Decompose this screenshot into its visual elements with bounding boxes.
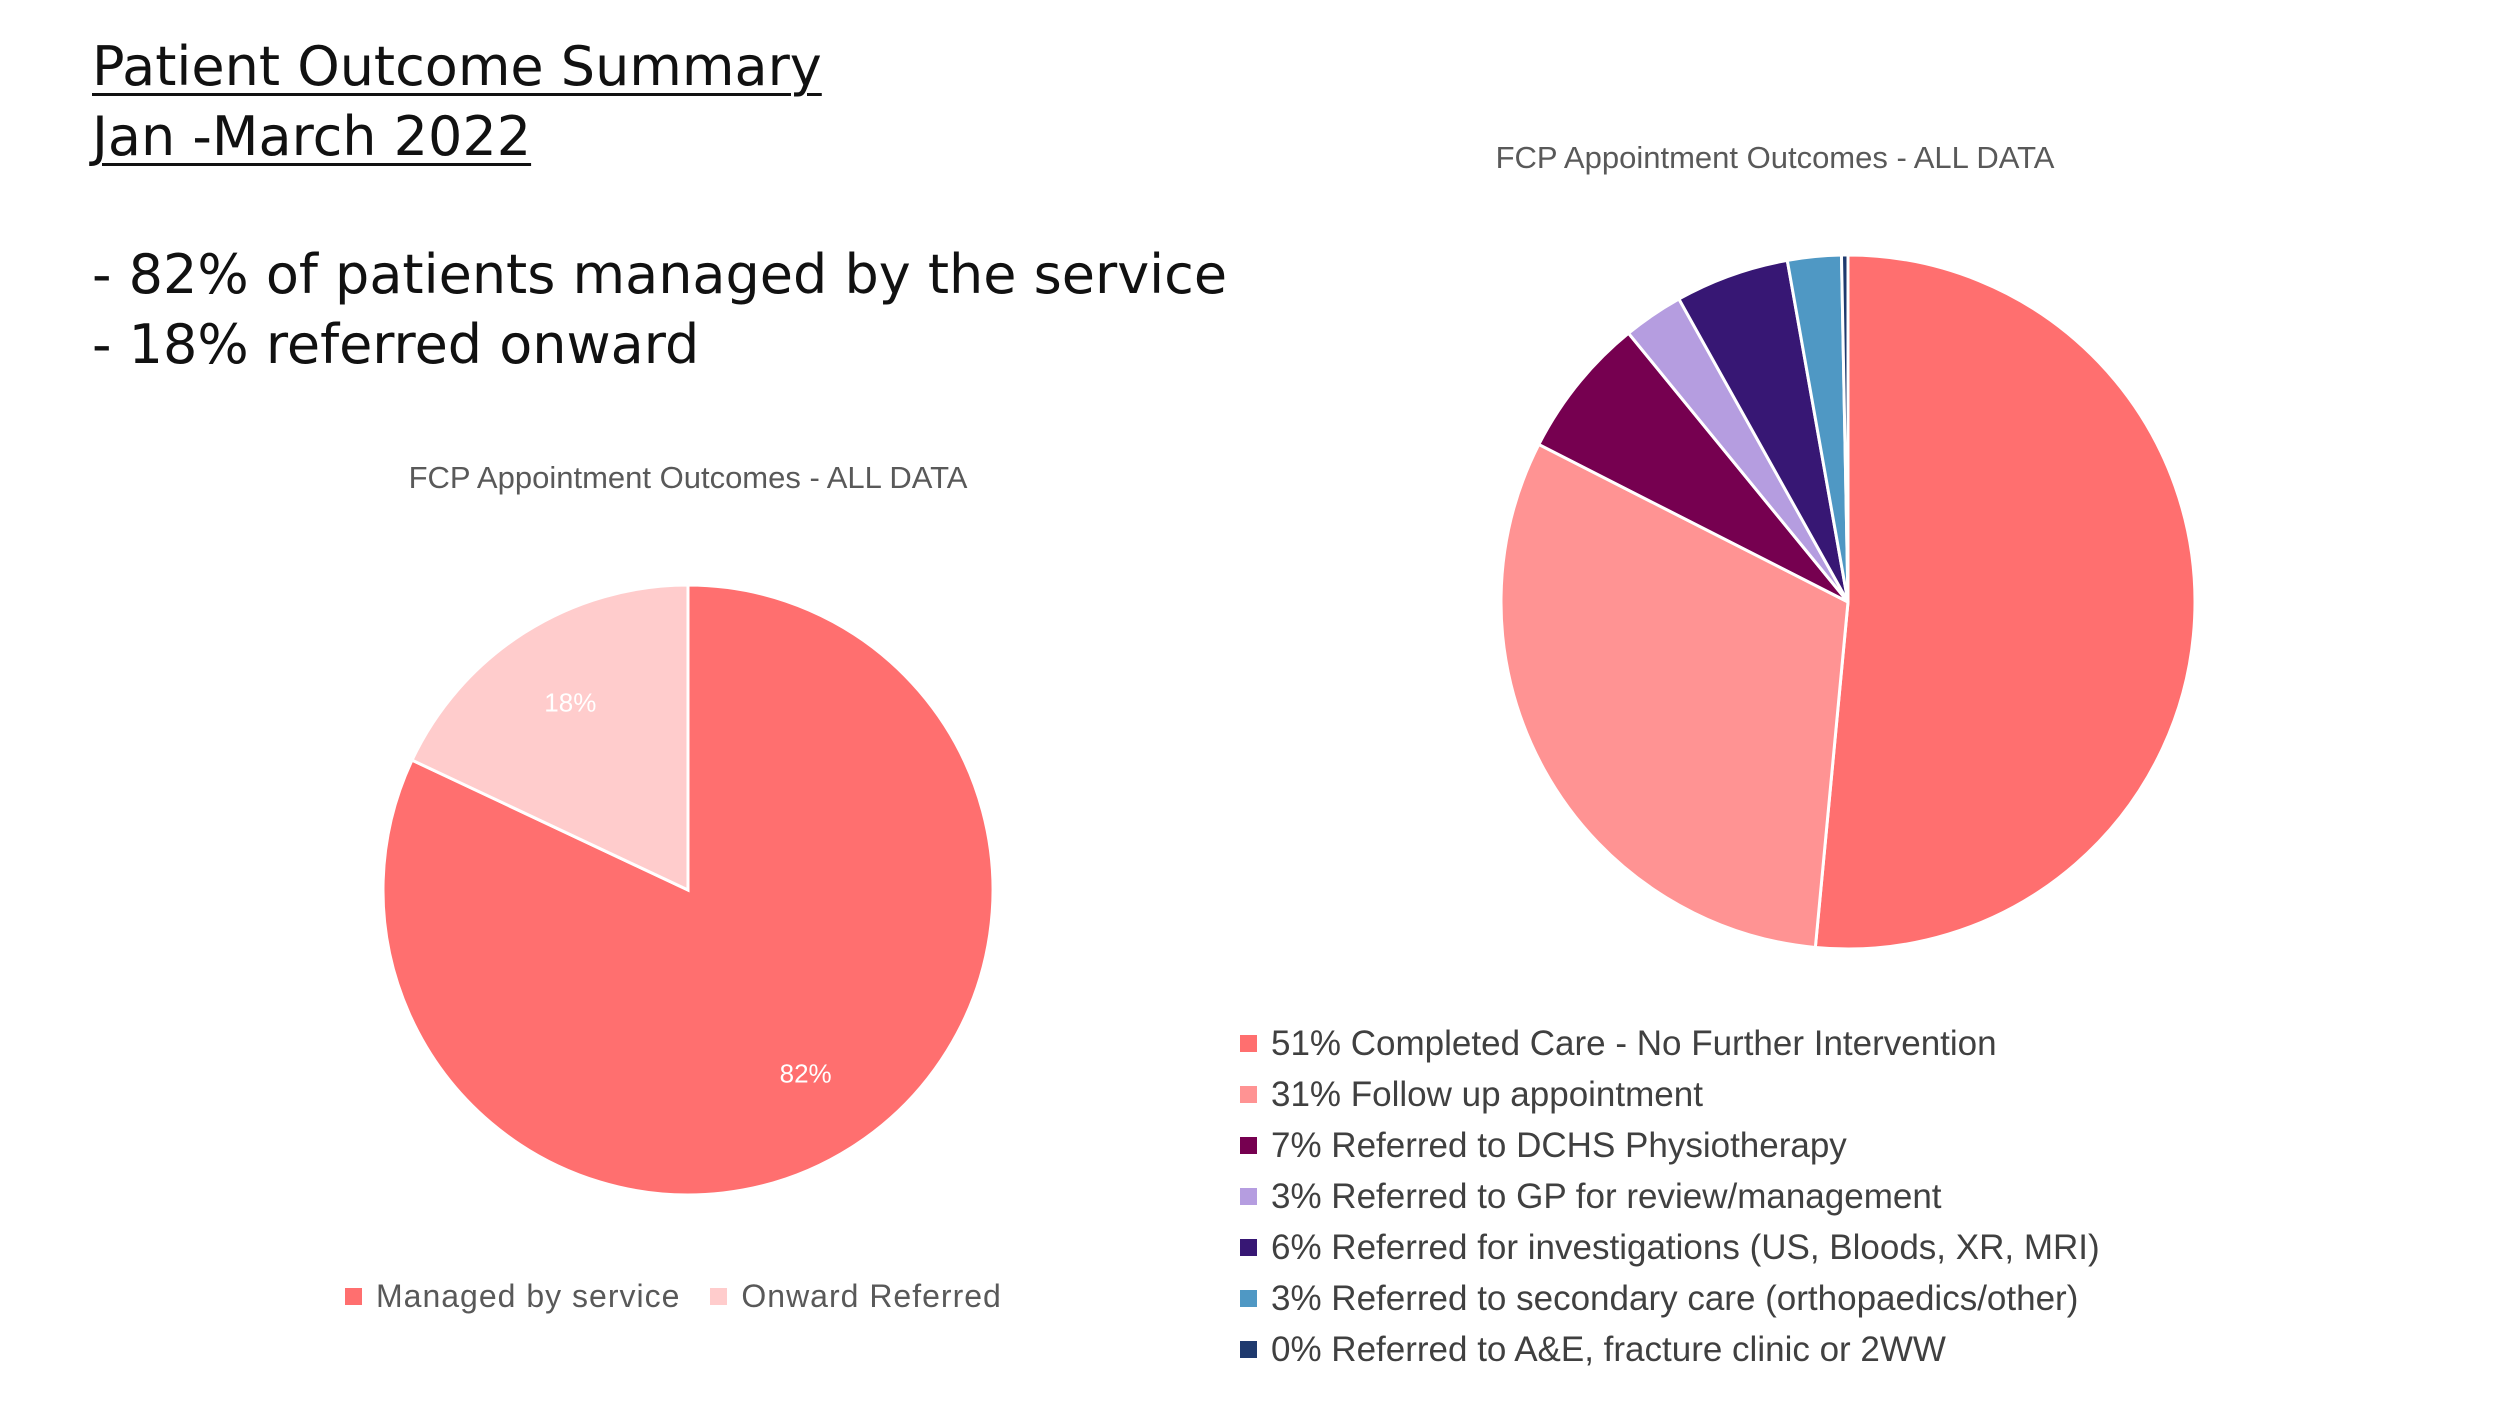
chart-1-legend-item-1: Managed by service <box>345 1278 680 1315</box>
chart-2-legend: 51% Completed Care - No Further Interven… <box>1240 1018 2100 1375</box>
chart-2-legend-swatch-5 <box>1240 1239 1257 1256</box>
chart-2-title: FCP Appointment Outcomes - ALL DATA <box>1495 140 2055 175</box>
chart-2-legend-label-7: 0% Referred to A&E, fracture clinic or 2… <box>1271 1329 1946 1369</box>
chart-1-legend-label-2: Onward Referred <box>741 1278 1002 1314</box>
chart-1-data-label-2: 18% <box>544 687 596 717</box>
slide-title: Patient Outcome Summary Jan -March 2022 <box>92 32 822 172</box>
summary-bullets: - 82% of patients managed by the service… <box>92 240 1227 380</box>
chart-2-legend-item-2: 31% Follow up appointment <box>1240 1069 2100 1120</box>
chart-2-legend-item-6: 3% Referred to secondary care (orthopaed… <box>1240 1273 2100 1324</box>
chart-2-legend-swatch-1 <box>1240 1035 1257 1052</box>
chart-2-legend-item-4: 3% Referred to GP for review/management <box>1240 1171 2100 1222</box>
slide-title-line-1: Patient Outcome Summary <box>92 35 822 98</box>
chart-1-slice-2 <box>410 583 690 893</box>
bullet-managed: - 82% of patients managed by the service <box>92 243 1228 306</box>
chart-2-legend-label-2: 31% Follow up appointment <box>1271 1074 1703 1114</box>
chart-2-slice-3 <box>1536 331 1850 604</box>
chart-1-legend: Managed by service Onward Referred <box>345 1278 1002 1315</box>
chart-2-legend-item-1: 51% Completed Care - No Further Interven… <box>1240 1018 2100 1069</box>
chart-1-legend-item-2: Onward Referred <box>710 1278 1001 1315</box>
chart-2-slice-1 <box>1813 253 2197 951</box>
chart-2-legend-label-6: 3% Referred to secondary care (orthopaed… <box>1271 1278 2079 1318</box>
chart-1-legend-swatch-2 <box>710 1288 728 1305</box>
chart-2-legend-swatch-3 <box>1240 1137 1257 1154</box>
chart-2-legend-item-3: 7% Referred to DCHS Physiotherapy <box>1240 1120 2100 1171</box>
chart-2-slice-2 <box>1499 442 1850 950</box>
chart-2-legend-label-1: 51% Completed Care - No Further Interven… <box>1271 1023 1997 1063</box>
bullet-referred: - 18% referred onward <box>92 313 700 376</box>
slide-title-line-2: Jan -March 2022 <box>92 105 532 168</box>
chart-2-legend-item-7: 0% Referred to A&E, fracture clinic or 2… <box>1240 1324 2100 1375</box>
chart-2-legend-swatch-6 <box>1240 1290 1257 1307</box>
chart-1-data-label-1: 82% <box>780 1058 832 1088</box>
chart-1-legend-label-1: Managed by service <box>376 1278 681 1314</box>
chart-2-legend-label-3: 7% Referred to DCHS Physiotherapy <box>1271 1125 1847 1165</box>
chart-2-legend-label-5: 6% Referred for investigations (US, Bloo… <box>1271 1227 2100 1267</box>
chart-2-legend-swatch-4 <box>1240 1188 1257 1205</box>
chart-2-slice-7 <box>1839 253 1850 603</box>
chart-1-title: FCP Appointment Outcomes - ALL DATA <box>408 460 968 495</box>
chart-2-legend-label-4: 3% Referred to GP for review/management <box>1271 1176 1942 1216</box>
chart-1-legend-swatch-1 <box>345 1288 362 1305</box>
chart-2-legend-item-5: 6% Referred for investigations (US, Bloo… <box>1240 1222 2100 1273</box>
chart-2-legend-swatch-2 <box>1240 1086 1257 1103</box>
chart-2-legend-swatch-7 <box>1240 1341 1257 1358</box>
